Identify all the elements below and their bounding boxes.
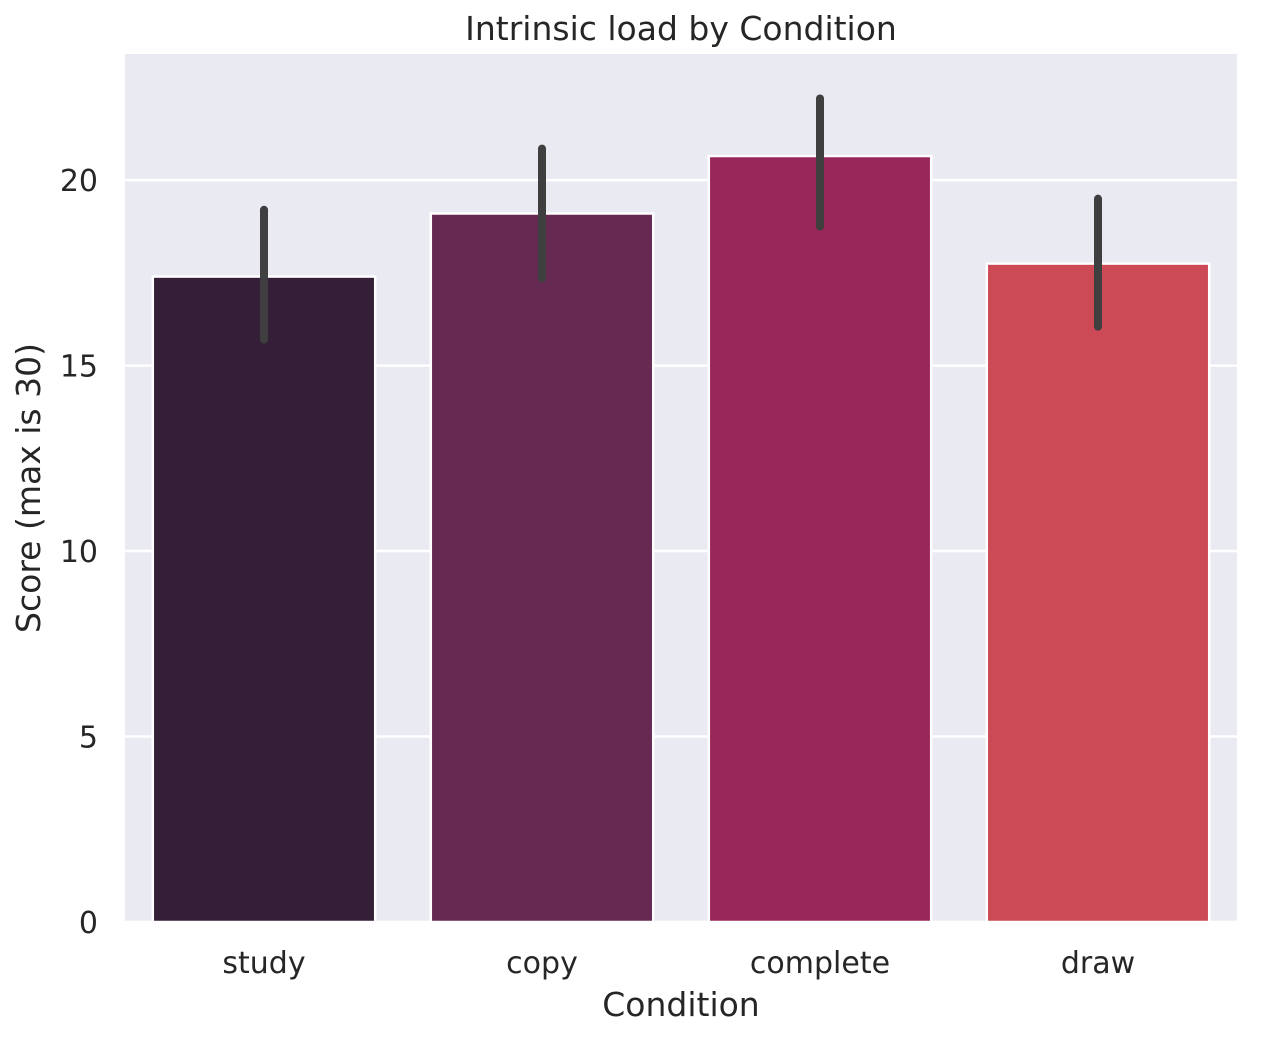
bars <box>151 154 1211 924</box>
bar-copy <box>429 212 655 924</box>
y-tick-label: 5 <box>79 721 98 756</box>
x-tick-label-study: study <box>222 946 305 981</box>
chart-title: Intrinsic load by Condition <box>465 9 897 48</box>
x-tick-label-copy: copy <box>506 946 578 981</box>
x-tick-label-complete: complete <box>750 946 890 981</box>
y-tick-label: 20 <box>60 164 98 199</box>
error-bars <box>260 94 1102 344</box>
x-tick-label-draw: draw <box>1061 946 1135 981</box>
x-axis-label: Condition <box>602 985 759 1024</box>
y-axis-label: Score (max is 30) <box>9 343 48 633</box>
y-tick-label: 15 <box>60 350 98 385</box>
x-tick-labels: study copy complete draw <box>222 946 1135 981</box>
y-tick-label: 10 <box>60 535 98 570</box>
bar-study <box>151 275 377 924</box>
y-tick-labels: 0 5 10 15 20 <box>60 164 98 941</box>
bar-complete <box>707 154 933 924</box>
bar-draw <box>985 262 1211 924</box>
y-tick-label: 0 <box>79 906 98 941</box>
